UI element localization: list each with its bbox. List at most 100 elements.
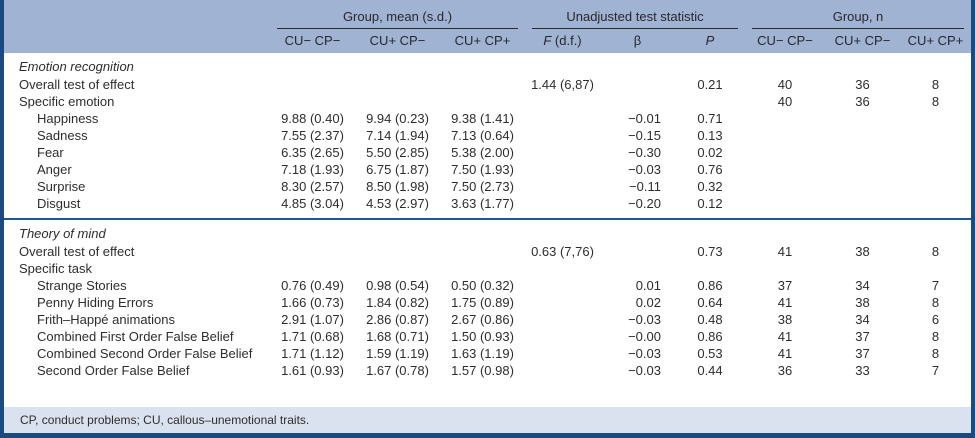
column-header: CU+ CP− (834, 32, 891, 48)
table-row: Fear 6.35 (2.65) 5.50 (2.85) 5.38 (2.00) −0.… (4, 144, 971, 161)
row-label: Frith–Happé animations (37, 312, 176, 327)
table-cell: 1.61 (0.93) (281, 363, 344, 378)
table-cell: 36 (777, 363, 793, 378)
row-label: Fear (37, 145, 64, 160)
table-cell: 0.86 (697, 278, 723, 293)
column-header-row: CU− CP− CU+ CP− CU+ CP+ F (d.f.) β P CU− CP− CU… (4, 29, 971, 53)
table-body: Emotion recognition Overall test of effec… (4, 53, 971, 385)
table-cell: 5.50 (2.85) (366, 145, 429, 160)
table-section: Emotion recognition Overall test of effec… (4, 53, 971, 218)
column-header: β (633, 32, 642, 48)
table-cell: 1.57 (0.98) (451, 363, 514, 378)
table-header: Group, mean (s.d.) Unadjusted test stati… (4, 0, 971, 53)
section-title: Emotion recognition (19, 59, 134, 74)
table-cell: 9.38 (1.41) (451, 111, 514, 126)
table-cell: 33 (855, 363, 870, 378)
group-header-test-statistic: Unadjusted test statistic (532, 9, 738, 29)
table-cell: 4.53 (2.97) (366, 196, 429, 211)
table-cell: 5.38 (2.00) (451, 145, 514, 160)
table-cell: 1.59 (1.19) (366, 346, 429, 361)
table-cell: −0.20 (628, 196, 661, 211)
table-cell: 37 (855, 346, 870, 361)
table-row: Anger 7.18 (1.93) 6.75 (1.87) 7.50 (1.93) −0… (4, 161, 971, 178)
table-cell: 8.30 (2.57) (281, 179, 344, 194)
group-header-test-statistic-label: Unadjusted test statistic (566, 9, 704, 24)
row-label: Disgust (37, 196, 81, 211)
row-label: Anger (37, 162, 72, 177)
table-cell: 36 (855, 94, 870, 109)
table-cell: 34 (855, 312, 870, 327)
column-header: CU+ CP+ (454, 32, 511, 48)
table-cell: 0.50 (0.32) (451, 278, 514, 293)
row-label: Second Order False Belief (37, 363, 190, 378)
table-cell: 41 (777, 295, 793, 310)
table-cell: 7 (931, 363, 940, 378)
table-cell: 7.55 (2.37) (281, 128, 344, 143)
table-cell: 8 (931, 94, 940, 109)
table-cell: 8.50 (1.98) (366, 179, 429, 194)
table-cell: 0.98 (0.54) (366, 278, 429, 293)
table-cell: 0.71 (697, 111, 723, 126)
table-cell: 37 (855, 329, 870, 344)
row-label: Overall test of effect (19, 244, 135, 259)
row-label: Surprise (37, 179, 86, 194)
table-cell: −0.01 (628, 111, 661, 126)
table-row: Surprise 8.30 (2.57) 8.50 (1.98) 7.50 (2.73… (4, 178, 971, 195)
row-label: Overall test of effect (19, 77, 135, 92)
table-cell: 1.71 (0.68) (281, 329, 344, 344)
row-label: Sadness (37, 128, 88, 143)
column-header: CU+ CP+ (907, 32, 964, 48)
table-cell: 2.86 (0.87) (366, 312, 429, 327)
table-row: Specific emotion 40 36 8 (4, 93, 971, 110)
table-cell: 8 (931, 346, 940, 361)
row-label: Specific emotion (19, 94, 115, 109)
table-cell: 0.76 (0.49) (281, 278, 344, 293)
table-cell: 2.91 (1.07) (281, 312, 344, 327)
table-cell: −0.11 (629, 179, 661, 194)
group-header-mean-label: Group, mean (s.d.) (342, 9, 453, 24)
table-cell: 9.94 (0.23) (366, 111, 429, 126)
section-title: Theory of mind (19, 226, 106, 241)
table-cell: 7.18 (1.93) (281, 162, 344, 177)
table-cell: 0.64 (697, 295, 723, 310)
table-row: Frith–Happé animations 2.91 (1.07) 2.86 (0… (4, 311, 971, 328)
table-row: Happiness 9.88 (0.40) 9.94 (0.23) 9.38 (1.4… (4, 110, 971, 127)
table-row: Penny Hiding Errors 1.66 (0.73) 1.84 (0.82… (4, 294, 971, 311)
table-cell: 7.13 (0.64) (451, 128, 514, 143)
footnote-text: CP, conduct problems; CU, callous–unemot… (20, 413, 310, 427)
table-cell: 0.44 (697, 363, 723, 378)
table-cell: 0.73 (697, 244, 723, 259)
row-label: Combined First Order False Belief (37, 329, 234, 344)
table-row: Strange Stories 0.76 (0.49) 0.98 (0.54) 0.5… (4, 277, 971, 294)
table-cell: 1.67 (0.78) (366, 363, 429, 378)
table-cell: −0.03 (628, 346, 661, 361)
table-cell: 8 (931, 295, 940, 310)
table-cell: −0.03 (628, 363, 661, 378)
table-cell: 1.68 (0.71) (366, 329, 429, 344)
table-cell: 0.76 (697, 162, 723, 177)
table-cell: 7.50 (2.73) (451, 179, 514, 194)
table-cell: 1.75 (0.89) (451, 295, 514, 310)
column-header: CU− CP− (757, 32, 813, 48)
table-row: Specific task (4, 260, 971, 277)
table-cell: 7 (931, 278, 940, 293)
table-cell: 36 (855, 77, 870, 92)
table-row: Second Order False Belief 1.61 (0.93) 1.67… (4, 362, 971, 379)
table-cell: 0.63 (7,76) (531, 244, 594, 259)
table-cell: −0.15 (628, 128, 661, 143)
table-cell: 38 (855, 244, 870, 259)
table-cell: 6.35 (2.65) (281, 145, 344, 160)
row-label: Combined Second Order False Belief (37, 346, 253, 361)
column-header: CU− CP− (284, 32, 341, 48)
table-row: Overall test of effect 0.63 (7,76) 0.73 41 3… (4, 243, 971, 260)
table-cell: 8 (931, 244, 940, 259)
column-header: F (d.f.) (543, 32, 582, 48)
table-cell: 1.66 (0.73) (281, 295, 344, 310)
table-cell: −0.03 (628, 312, 661, 327)
table-cell: 40 (777, 94, 793, 109)
table-cell: 7.14 (1.94) (366, 128, 429, 143)
table-cell: 41 (777, 244, 793, 259)
table-cell: 7.50 (1.93) (451, 162, 514, 177)
table-cell: 40 (777, 77, 793, 92)
group-header-n-label: Group, n (832, 9, 884, 24)
